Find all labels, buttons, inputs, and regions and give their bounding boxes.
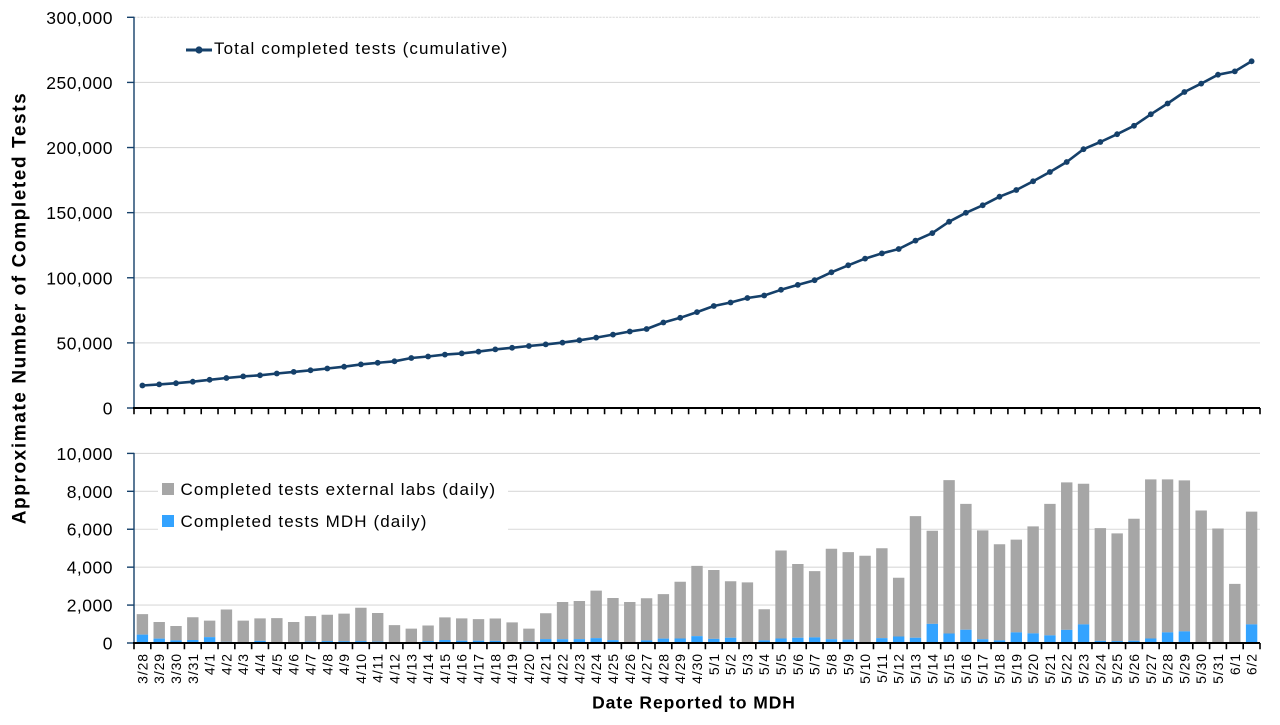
svg-text:Completed tests external labs: Completed tests external labs (daily) [181, 480, 497, 499]
svg-text:4/4: 4/4 [252, 653, 268, 675]
svg-text:5/23: 5/23 [1076, 653, 1092, 684]
svg-text:5/19: 5/19 [1008, 653, 1024, 684]
svg-text:2,000: 2,000 [67, 596, 113, 616]
svg-text:Approximate Number of Complete: Approximate Number of Completed Tests [10, 92, 31, 525]
svg-text:Completed tests MDH (daily): Completed tests MDH (daily) [181, 512, 428, 531]
svg-text:4/23: 4/23 [571, 653, 587, 684]
svg-text:4/22: 4/22 [555, 653, 571, 684]
svg-text:5/24: 5/24 [1092, 653, 1108, 684]
svg-text:4/5: 4/5 [269, 653, 285, 675]
svg-text:4/29: 4/29 [672, 653, 688, 684]
svg-text:4/28: 4/28 [655, 653, 671, 684]
svg-text:3/31: 3/31 [185, 653, 201, 684]
svg-text:4/25: 4/25 [605, 653, 621, 684]
svg-text:Date Reported to MDH: Date Reported to MDH [592, 693, 796, 713]
svg-text:300,000: 300,000 [46, 8, 113, 28]
svg-text:250,000: 250,000 [46, 73, 113, 93]
svg-text:5/18: 5/18 [992, 653, 1008, 684]
svg-text:4/2: 4/2 [218, 653, 234, 675]
svg-text:5/1: 5/1 [706, 653, 722, 675]
svg-text:4/30: 4/30 [689, 653, 705, 684]
svg-text:5/7: 5/7 [807, 653, 823, 675]
svg-text:4/7: 4/7 [303, 653, 319, 675]
svg-text:5/25: 5/25 [1109, 653, 1125, 684]
svg-text:4/14: 4/14 [420, 653, 436, 684]
svg-text:5/11: 5/11 [874, 653, 890, 683]
svg-text:4/6: 4/6 [286, 653, 302, 675]
svg-text:4/18: 4/18 [487, 653, 503, 684]
svg-text:0: 0 [103, 634, 113, 654]
svg-text:3/30: 3/30 [168, 653, 184, 684]
svg-text:5/29: 5/29 [1176, 653, 1192, 684]
svg-text:5/22: 5/22 [1059, 653, 1075, 684]
svg-text:5/17: 5/17 [975, 653, 991, 684]
svg-text:6,000: 6,000 [67, 520, 113, 540]
svg-text:100,000: 100,000 [46, 268, 113, 288]
svg-text:4/27: 4/27 [639, 653, 655, 684]
svg-text:4/15: 4/15 [437, 653, 453, 684]
svg-text:4/17: 4/17 [471, 653, 487, 684]
svg-text:5/14: 5/14 [924, 653, 940, 684]
svg-text:5/12: 5/12 [891, 653, 907, 684]
svg-text:4/26: 4/26 [622, 653, 638, 684]
svg-text:4/11: 4/11 [370, 653, 386, 683]
svg-text:5/4: 5/4 [756, 653, 772, 675]
svg-text:4/10: 4/10 [353, 653, 369, 684]
svg-text:5/15: 5/15 [941, 653, 957, 684]
svg-text:4/16: 4/16 [454, 653, 470, 684]
svg-text:4/12: 4/12 [387, 653, 403, 684]
svg-text:5/20: 5/20 [1025, 653, 1041, 684]
svg-text:6/1: 6/1 [1227, 653, 1243, 675]
svg-text:5/13: 5/13 [908, 653, 924, 684]
svg-text:5/28: 5/28 [1160, 653, 1176, 684]
svg-text:5/10: 5/10 [857, 653, 873, 684]
svg-text:4/8: 4/8 [319, 653, 335, 675]
svg-text:10,000: 10,000 [56, 444, 113, 464]
svg-text:5/8: 5/8 [823, 653, 839, 675]
svg-text:0: 0 [103, 399, 113, 419]
svg-text:8,000: 8,000 [67, 482, 113, 502]
svg-text:5/30: 5/30 [1193, 653, 1209, 684]
svg-text:5/21: 5/21 [1042, 653, 1058, 684]
svg-text:Total completed tests (cumulat: Total completed tests (cumulative) [214, 39, 508, 58]
svg-text:5/9: 5/9 [840, 653, 856, 675]
svg-text:5/16: 5/16 [958, 653, 974, 684]
svg-text:4/19: 4/19 [504, 653, 520, 684]
svg-text:4/13: 4/13 [403, 653, 419, 684]
svg-text:5/31: 5/31 [1210, 653, 1226, 684]
svg-text:5/6: 5/6 [790, 653, 806, 675]
svg-text:150,000: 150,000 [46, 203, 113, 223]
svg-text:5/2: 5/2 [723, 653, 739, 675]
svg-text:4,000: 4,000 [67, 558, 113, 578]
svg-text:5/27: 5/27 [1143, 653, 1159, 684]
svg-text:3/29: 3/29 [151, 653, 167, 684]
svg-text:4/1: 4/1 [202, 653, 218, 675]
svg-text:200,000: 200,000 [46, 138, 113, 158]
svg-text:4/24: 4/24 [588, 653, 604, 684]
svg-text:5/5: 5/5 [773, 653, 789, 675]
svg-text:50,000: 50,000 [56, 333, 113, 353]
svg-text:4/3: 4/3 [235, 653, 251, 675]
svg-text:5/3: 5/3 [739, 653, 755, 675]
svg-text:4/20: 4/20 [521, 653, 537, 684]
svg-text:3/28: 3/28 [134, 653, 150, 684]
svg-text:5/26: 5/26 [1126, 653, 1142, 684]
svg-text:6/2: 6/2 [1244, 653, 1260, 675]
svg-text:4/21: 4/21 [538, 653, 554, 684]
svg-text:4/9: 4/9 [336, 653, 352, 675]
